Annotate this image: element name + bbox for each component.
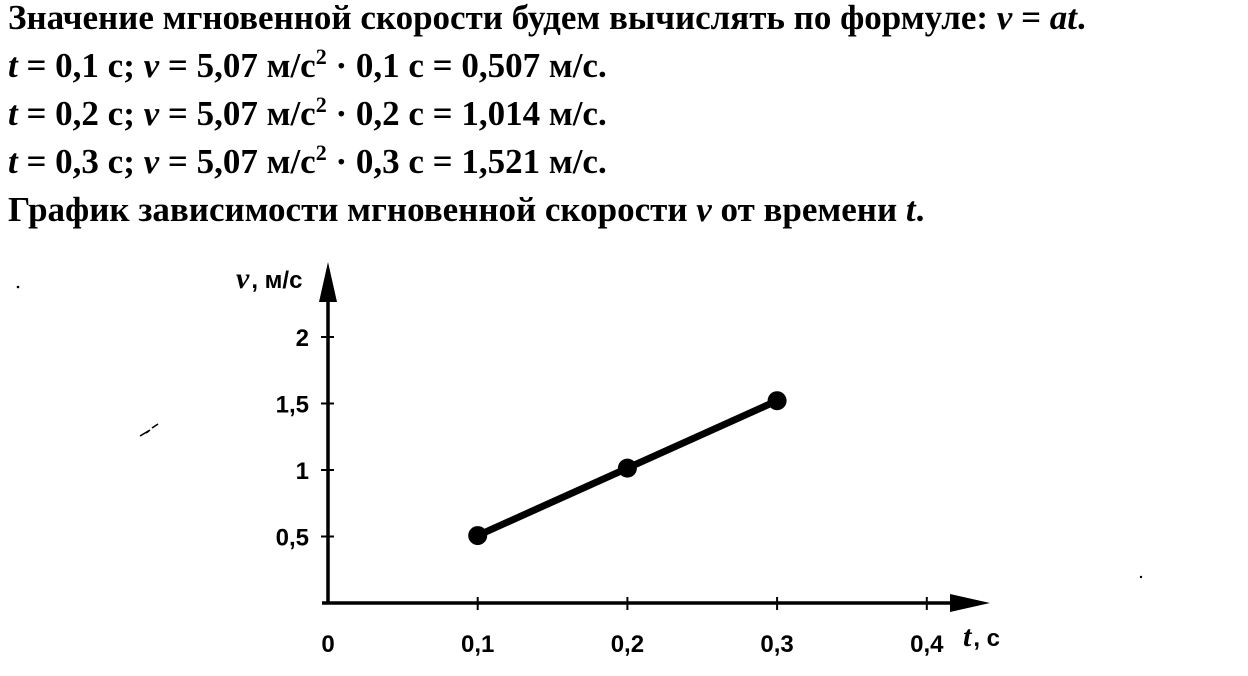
y-axis-arrow (319, 262, 337, 302)
calc-v: v (143, 46, 160, 85)
calc-row-2: t = 0,2 с; v = 5,07 м/с2 · 0,2 с = 1,014… (8, 90, 1086, 138)
x-tick-label: 0,4 (910, 631, 944, 658)
formula-end: . (1077, 0, 1086, 37)
x-tick-label: 0 (321, 631, 334, 658)
chart-caption: График зависимости мгновенной скорости v… (8, 186, 1086, 234)
x-tick-label: 0,2 (611, 631, 644, 658)
x-tick-label: 0,3 (760, 631, 793, 658)
calc-expr-a: = 5,07 м/с (159, 46, 316, 85)
caption-end: . (915, 190, 925, 229)
formula-intro: Значение мгновенной скорости будем вычис… (8, 0, 997, 37)
calc-t-value: = 0,3 с; (17, 142, 144, 181)
caption-start: График зависимости мгновенной скорости (8, 190, 697, 229)
formula-at: at (1049, 0, 1078, 37)
data-point (767, 391, 787, 411)
calc-expr-a: = 5,07 м/с (159, 142, 316, 181)
x-axis-arrow (950, 594, 990, 612)
scan-speck (139, 423, 159, 437)
caption-v: v (696, 190, 712, 229)
calc-row-1: t = 0,1 с; v = 5,07 м/с2 · 0,1 с = 0,507… (8, 42, 1086, 90)
caption-mid: от времени (711, 190, 906, 229)
x-tick-label: 0,1 (461, 631, 494, 658)
calc-t: t (8, 46, 18, 85)
calc-t-value: = 0,2 с; (17, 94, 144, 133)
x-axis-label: t, с (963, 620, 1000, 653)
formula-equals: = (1012, 0, 1050, 37)
calc-t: t (8, 142, 18, 181)
y-tick-label: 2 (296, 325, 309, 352)
y-tick-label: 1 (296, 458, 309, 485)
formula-v: v (996, 0, 1013, 37)
formula-line: Значение мгновенной скорости будем вычис… (8, 0, 1086, 42)
calc-v: v (143, 94, 160, 133)
calc-row-3: t = 0,3 с; v = 5,07 м/с2 · 0,3 с = 1,521… (8, 138, 1086, 186)
calc-exponent: 2 (315, 92, 327, 117)
y-tick-label: 0,5 (276, 525, 309, 552)
caption-t: t (905, 190, 916, 229)
solution-text: Значение мгновенной скорости будем вычис… (8, 0, 1086, 234)
y-tick-label: 1,5 (276, 392, 309, 419)
calc-v: v (143, 142, 160, 181)
scan-speck (1139, 575, 1143, 579)
calc-expr-b: · 0,1 с = 0,507 м/с. (326, 46, 607, 85)
calc-t-value: = 0,1 с; (17, 46, 144, 85)
scan-speck (16, 285, 20, 289)
calc-t: t (8, 94, 18, 133)
calc-exponent: 2 (315, 140, 327, 165)
calc-expr-b: · 0,3 с = 1,521 м/с. (326, 142, 607, 181)
data-point (617, 458, 637, 478)
data-point (468, 526, 488, 546)
calc-expr-a: = 5,07 м/с (159, 94, 316, 133)
calc-exponent: 2 (315, 44, 327, 69)
y-axis-label: v, м/с (236, 262, 302, 295)
calc-expr-b: · 0,2 с = 1,014 м/с. (326, 94, 607, 133)
